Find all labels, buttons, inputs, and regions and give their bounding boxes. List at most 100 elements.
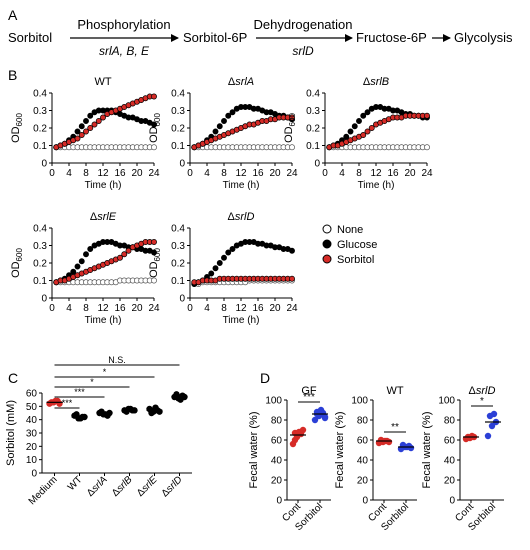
y-tick-label: 0 xyxy=(314,159,320,170)
significance-label: *** xyxy=(303,392,315,403)
data-point xyxy=(488,422,496,430)
data-point xyxy=(291,436,299,444)
point-sorbitol xyxy=(289,275,295,282)
y-axis-label: OD600 xyxy=(10,113,24,143)
x-tick-label: 4 xyxy=(66,168,72,179)
y-tick-label: 0.2 xyxy=(171,259,185,270)
y-tick-label: 20 xyxy=(271,476,283,487)
point-sorbitol xyxy=(289,114,295,121)
growth-plot-title-gene: srlE xyxy=(97,211,117,223)
legend-marker-glucose xyxy=(322,239,332,249)
y-tick-label: 20 xyxy=(26,442,38,453)
x-tick-label: 4 xyxy=(66,303,72,314)
x-tick-label: 0 xyxy=(187,303,193,314)
growth-plot-title-gene: srlD xyxy=(235,211,255,223)
y-axis-label: OD600 xyxy=(283,113,297,143)
point-glucose xyxy=(225,112,232,119)
data-point xyxy=(407,444,415,452)
x-tick-label: 24 xyxy=(148,303,160,314)
x-tick-label: 20 xyxy=(131,168,143,179)
x-tick-label: 4 xyxy=(204,303,210,314)
significance-label: * xyxy=(103,367,107,377)
y-tick-label: 50 xyxy=(26,402,38,413)
point-sorbitol xyxy=(74,135,81,142)
y-tick-label: 0.3 xyxy=(171,106,185,117)
point-glucose xyxy=(351,123,358,130)
y-axis-label: Sorbitol (mM) xyxy=(5,400,17,466)
y-tick-label: 0.1 xyxy=(33,141,47,152)
pathway-step-2-label: Dehydrogenation xyxy=(253,17,352,32)
x-tick-label: 16 xyxy=(114,303,126,314)
y-tick-label: 40 xyxy=(271,456,283,467)
legend-label-glucose: Glucose xyxy=(337,239,377,251)
y-tick-label: 100 xyxy=(438,396,455,407)
point-glucose xyxy=(221,118,227,124)
point-glucose xyxy=(221,254,227,261)
fecal-plot-title: GF xyxy=(301,385,317,397)
pathway-step-1-genes: srlA, B, E xyxy=(99,44,150,58)
category-label: ΔsrlD xyxy=(160,474,185,499)
y-tick-label: 0.3 xyxy=(306,106,320,117)
x-tick-label: 20 xyxy=(269,303,281,314)
y-tick-label: 100 xyxy=(265,396,282,407)
point-sorbitol xyxy=(364,128,371,135)
y-tick-label: 40 xyxy=(26,415,38,426)
point-glucose xyxy=(87,112,94,119)
y-tick-label: 0 xyxy=(276,496,282,507)
panel-a: A Sorbitol Phosphorylation srlA, B, E So… xyxy=(8,7,513,58)
point-glucose xyxy=(83,251,89,258)
legend-label-none: None xyxy=(337,224,363,236)
pathway-step-2-genes: srlD xyxy=(292,44,314,58)
point-glucose xyxy=(87,246,94,252)
y-tick-label: 0 xyxy=(41,294,47,305)
y-axis-label-sub: 600 xyxy=(153,248,162,262)
y-axis-label: OD600 xyxy=(148,248,162,278)
category-label: WT xyxy=(66,474,85,493)
x-tick-label: 4 xyxy=(204,168,210,179)
y-axis-label-main: OD xyxy=(283,126,295,143)
growth-plot-title-gene: srlB xyxy=(370,76,389,88)
point-glucose xyxy=(151,249,157,256)
significance-label: *** xyxy=(62,398,73,408)
point-sorbitol xyxy=(368,125,375,131)
x-tick-label: 0 xyxy=(49,303,55,314)
pathway-node-sorbitol-6p: Sorbitol-6P xyxy=(183,30,247,45)
point-glucose xyxy=(216,123,223,130)
x-axis-label: Time (h) xyxy=(358,180,395,191)
growth-plot-title-delta: Δ xyxy=(228,76,236,88)
significance-label: * xyxy=(480,396,484,407)
y-tick-label: 0.1 xyxy=(306,141,320,152)
growth-plot-title: ΔsrlB xyxy=(363,76,389,88)
y-tick-label: 0.2 xyxy=(33,124,47,135)
fecal-plot-title: ΔsrlD xyxy=(469,385,496,397)
growth-plot-title-delta: Δ xyxy=(228,211,236,223)
data-point xyxy=(148,409,155,417)
y-axis-label-sub: 600 xyxy=(153,113,162,127)
point-glucose xyxy=(229,109,236,116)
point-glucose xyxy=(212,265,219,272)
growth-plot-title: ΔsrlD xyxy=(228,211,255,223)
x-tick-label: 16 xyxy=(387,168,399,179)
category-label: ΔsrlA xyxy=(85,474,110,499)
y-tick-label: 10 xyxy=(26,455,38,466)
x-tick-label: 24 xyxy=(286,303,298,314)
y-tick-label: 40 xyxy=(357,456,369,467)
data-point xyxy=(484,432,492,440)
y-tick-label: 0.2 xyxy=(306,124,320,135)
point-glucose xyxy=(212,128,219,135)
point-none xyxy=(151,144,157,151)
legend-label-sorbitol: Sorbitol xyxy=(337,254,374,266)
point-glucose xyxy=(70,268,77,275)
growth-legend: None Glucose Sorbitol xyxy=(322,224,377,266)
y-tick-label: 0 xyxy=(31,469,37,480)
y-tick-label: 80 xyxy=(271,416,283,427)
panel-label-a: A xyxy=(8,7,18,23)
y-tick-label: 60 xyxy=(357,436,369,447)
data-point xyxy=(311,416,319,424)
